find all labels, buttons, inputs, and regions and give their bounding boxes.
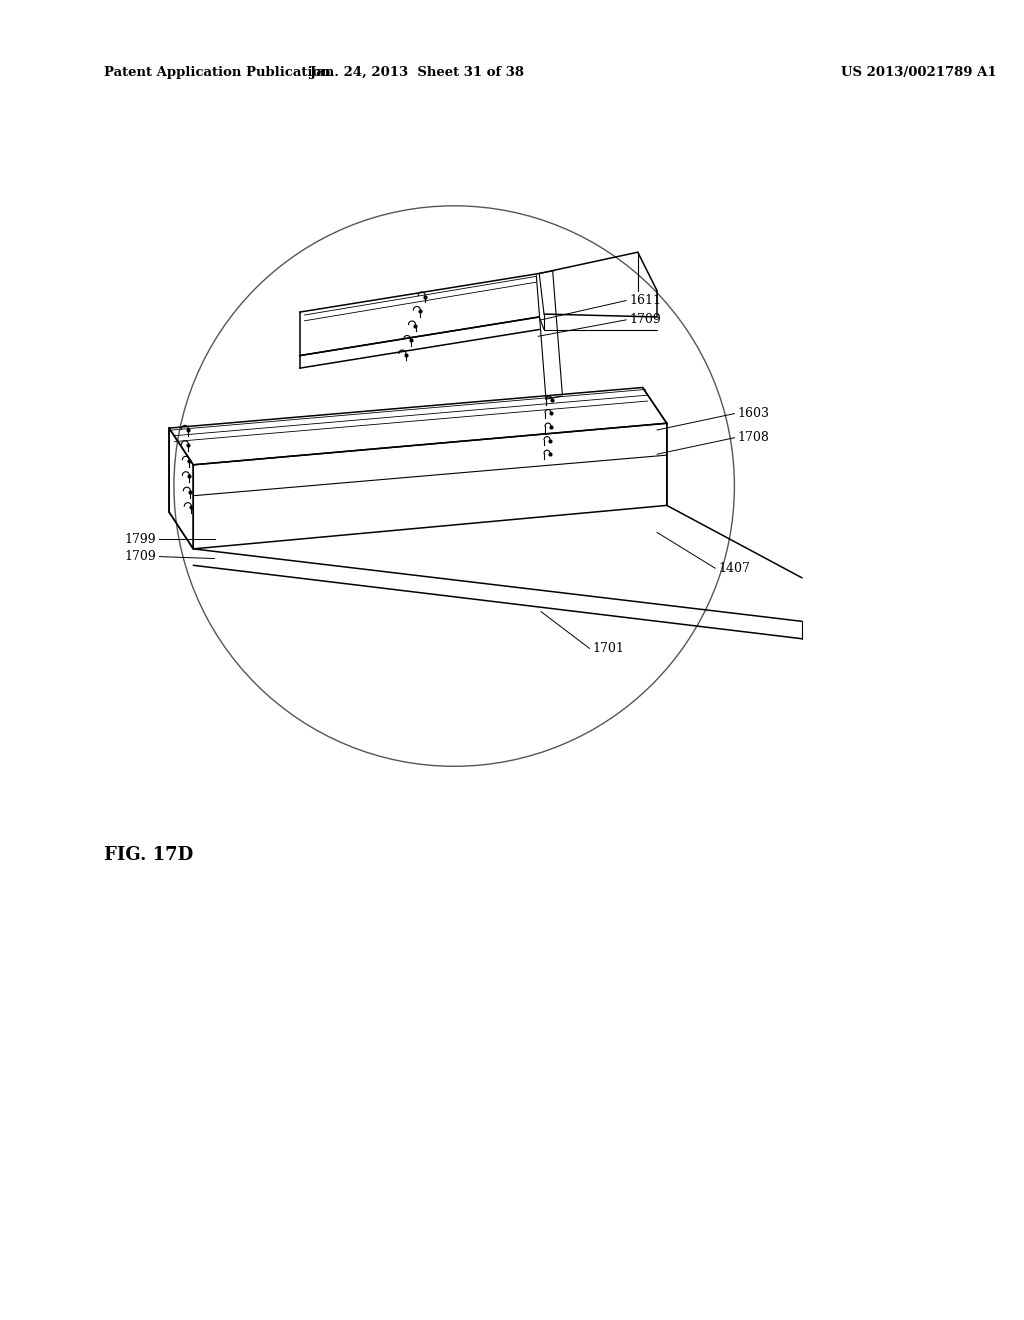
Text: 1709: 1709 <box>629 313 660 326</box>
Text: FIG. 17D: FIG. 17D <box>104 846 194 863</box>
Text: Patent Application Publication: Patent Application Publication <box>104 66 331 79</box>
Text: 1603: 1603 <box>737 407 769 420</box>
Text: 1701: 1701 <box>592 642 625 655</box>
Text: 1407: 1407 <box>718 562 750 574</box>
Text: 1708: 1708 <box>737 432 769 445</box>
Text: 1709: 1709 <box>125 550 157 564</box>
Text: US 2013/0021789 A1: US 2013/0021789 A1 <box>841 66 996 79</box>
Text: 1799: 1799 <box>125 533 157 545</box>
Text: Jan. 24, 2013  Sheet 31 of 38: Jan. 24, 2013 Sheet 31 of 38 <box>310 66 524 79</box>
Text: 1611: 1611 <box>629 294 662 308</box>
